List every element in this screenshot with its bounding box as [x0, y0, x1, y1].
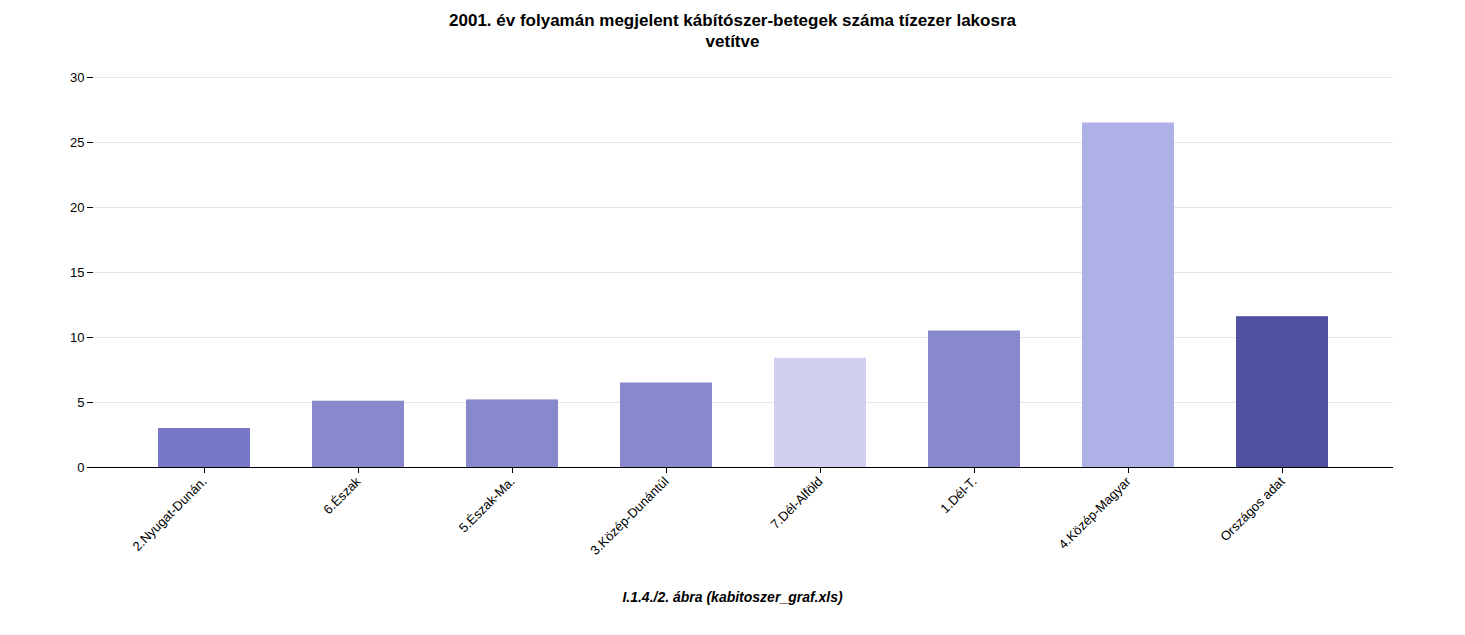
svg-text:30: 30 [70, 69, 84, 84]
svg-text:15: 15 [70, 264, 84, 279]
svg-text:1.Dél-T.: 1.Dél-T. [937, 473, 979, 515]
svg-text:25: 25 [70, 134, 84, 149]
svg-text:20: 20 [70, 199, 84, 214]
svg-text:5.Észak-Ma.: 5.Észak-Ma. [455, 473, 517, 535]
html-text:2001. év folyamán megjelent ká: 2001. év folyamán megjelent kábítószer-b… [449, 11, 1016, 52]
svg-text:5: 5 [77, 394, 84, 409]
svg-text:10: 10 [70, 329, 84, 344]
svg-text:7.Dél-Alföld: 7.Dél-Alföld [767, 473, 825, 531]
svg-text:3.Közép-Dunántúl: 3.Közép-Dunántúl [587, 473, 671, 557]
svg-text:4.Közép-Magyar: 4.Közép-Magyar [1055, 473, 1134, 552]
svg-text:6.Észak: 6.Észak [320, 473, 364, 517]
html-text:I.1.4./2. ábra (kabitoszer_gra: I.1.4./2. ábra (kabitoszer_graf.xls) [622, 588, 843, 605]
svg-text:Országos adat: Országos adat [1217, 473, 1288, 544]
svg-text:0: 0 [77, 459, 84, 474]
svg-text:2.Nyugat-Dunán.: 2.Nyugat-Dunán. [129, 473, 209, 553]
